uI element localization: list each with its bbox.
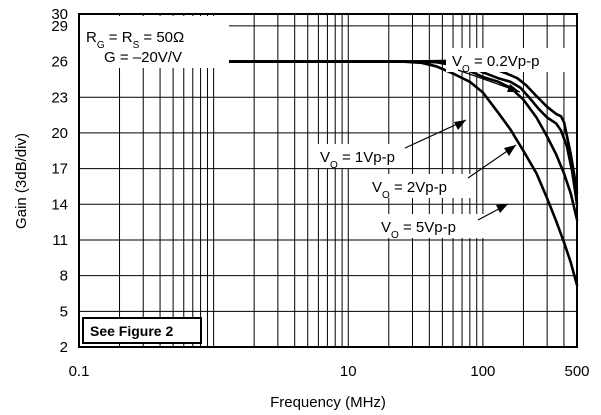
label-bg-2vpp (364, 174, 474, 198)
y-tick-label: 5 (60, 303, 68, 320)
series-line-4 (77, 60, 579, 287)
conditions-line-2: G = –20V/V (104, 49, 182, 66)
arrowhead-5vpp (496, 204, 508, 213)
y-tick-label: 29 (51, 18, 68, 35)
figure-note-box (82, 317, 202, 344)
y-tick-label: 20 (51, 125, 68, 142)
series-line-3 (77, 60, 579, 221)
label-bg-5vpp (374, 214, 486, 238)
series-label-1vpp: VO = 1Vp-p (320, 149, 395, 171)
x-tick-label: 500 (564, 363, 589, 380)
x-tick-label: 0.1 (69, 363, 90, 380)
y-tick-label: 23 (51, 89, 68, 106)
y-tick-label: 11 (52, 232, 68, 249)
plot-frame (78, 13, 578, 348)
series-label-0.2vpp: VO = 0.2Vp-p (452, 53, 539, 75)
x-tick-label: 10 (340, 363, 357, 380)
y-tick-label: 30 (51, 6, 68, 23)
x-axis-title: Frequency (MHz) (270, 394, 386, 411)
series-group (77, 59, 579, 287)
y-tick-label: 14 (51, 196, 68, 213)
label-bg-0.2vpp (446, 48, 576, 72)
series-label-5vpp: VO = 5Vp-p (381, 219, 456, 241)
conditions-line-1: RG = RS = 50Ω (86, 29, 184, 51)
conditions-box-background (77, 16, 229, 68)
label-bg-1vpp (313, 144, 410, 168)
figure-note-text: See Figure 2 (90, 323, 173, 339)
arrowhead-2vpp (504, 145, 516, 156)
x-tick-label: 100 (470, 363, 495, 380)
y-tick-label: 8 (60, 268, 68, 285)
series-label-2vpp: VO = 2Vp-p (372, 179, 447, 201)
y-tick-label: 17 (51, 161, 68, 178)
y-axis-title: Gain (3dB/div) (13, 133, 30, 229)
arrowhead-0.2vpp (507, 84, 520, 92)
y-tick-label: 26 (51, 54, 68, 71)
y-tick-label: 2 (60, 339, 68, 356)
arrowhead-1vpp (454, 120, 466, 130)
